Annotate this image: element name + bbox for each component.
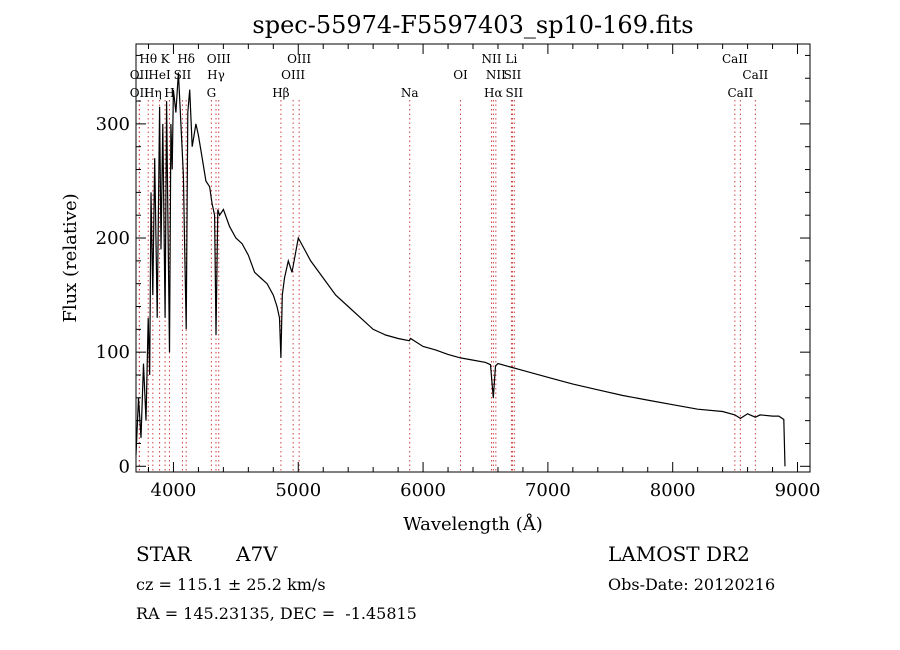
x-tick-label: 9000	[775, 480, 821, 501]
line-marker-label: Hθ	[139, 52, 157, 66]
subclass: A7V	[236, 542, 278, 566]
line-marker-label: Li	[506, 52, 518, 66]
line-marker-label: G	[207, 86, 217, 100]
line-marker-label: K	[161, 52, 171, 66]
line-marker-label: OIII	[281, 68, 305, 82]
y-tick-label: 100	[96, 342, 130, 363]
x-tick-label: 7000	[525, 480, 571, 501]
y-tick-label: 0	[119, 456, 130, 477]
line-marker-label: Na	[401, 86, 419, 100]
line-marker-label: Hγ	[207, 68, 225, 82]
y-axis-label: Flux (relative)	[60, 193, 81, 322]
survey-name: LAMOST DR2	[608, 542, 750, 566]
y-tick-label: 300	[96, 114, 130, 135]
line-marker-label: OIII	[287, 52, 311, 66]
plot-frame	[135, 43, 811, 473]
line-marker-label: NII	[486, 68, 506, 82]
line-marker-label: CaII	[722, 52, 748, 66]
line-marker-label: OIII	[207, 52, 231, 66]
line-marker-label: OI	[453, 68, 468, 82]
obs-date: Obs-Date: 20120216	[608, 575, 776, 594]
redshift-cz: cz = 115.1 ± 25.2 km/s	[136, 575, 326, 594]
x-tick-label: 4000	[151, 480, 197, 501]
x-tick-label: 6000	[400, 480, 446, 501]
chart-title: spec-55974-F5597403_sp10-169.fits	[252, 11, 693, 39]
spectrum-line	[135, 72, 786, 467]
coordinates: RA = 145.23135, DEC = -1.45815	[136, 604, 417, 623]
y-axis-ticks: 0 100 200 300	[96, 54, 810, 477]
line-marker-label: HeI	[148, 68, 171, 82]
line-marker-label: CaII	[742, 68, 768, 82]
y-tick-label: 200	[96, 228, 130, 249]
x-tick-label: 8000	[650, 480, 696, 501]
x-axis-ticks: 4000 5000 6000 7000 8000 9000	[147, 44, 821, 501]
line-marker-label: Hη	[144, 86, 162, 100]
x-axis-label: Wavelength (Å)	[403, 513, 543, 535]
line-marker-label: SII	[505, 86, 523, 100]
line-marker-label: CaII	[727, 86, 753, 100]
line-marker-label: NII	[481, 52, 501, 66]
object-type: STAR	[136, 542, 192, 566]
line-marker-label: Hδ	[177, 52, 195, 66]
line-marker-label: SII	[174, 68, 192, 82]
line-marker-label: Hβ	[272, 86, 289, 100]
line-marker-label: OII	[130, 68, 150, 82]
x-tick-label: 5000	[275, 480, 321, 501]
line-marker-label: Hα	[484, 86, 503, 100]
line-marker-label: OII	[130, 86, 150, 100]
line-marker-label: H	[164, 86, 174, 100]
line-marker-label: SII	[504, 68, 522, 82]
